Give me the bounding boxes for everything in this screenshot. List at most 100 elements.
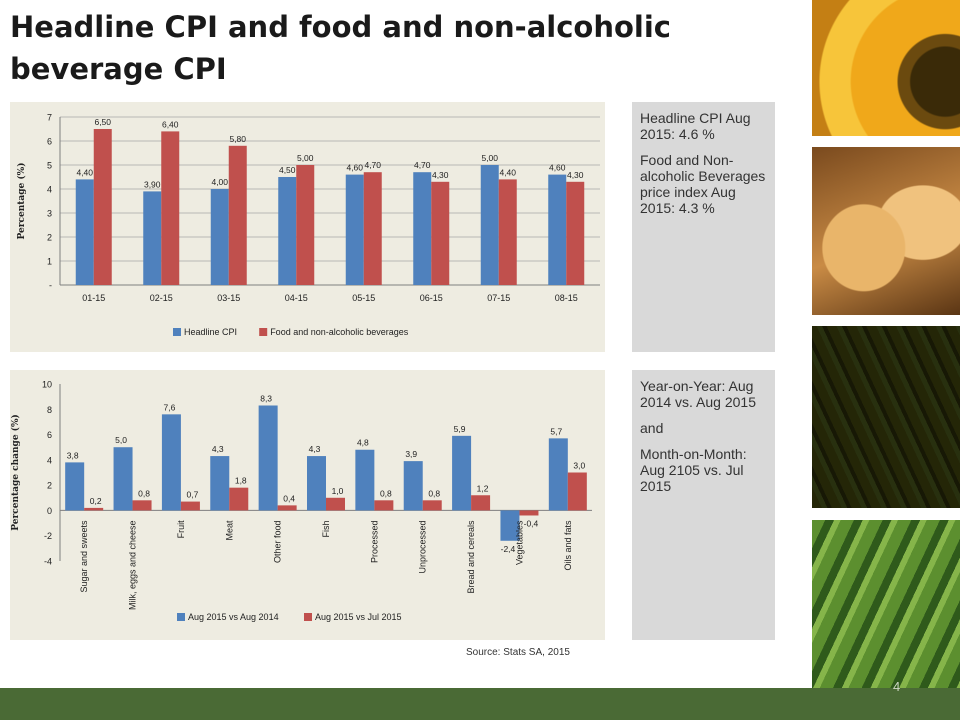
wheat-photo xyxy=(812,326,960,508)
bar xyxy=(355,449,375,511)
data-label: 0,8 xyxy=(380,488,392,498)
legend-label: Headline CPI xyxy=(184,327,237,337)
bar xyxy=(210,189,229,285)
bar xyxy=(422,500,442,511)
x-tick-label: 04-15 xyxy=(285,293,308,303)
data-label: 5,00 xyxy=(297,153,314,163)
bar xyxy=(143,191,162,285)
data-label: 4,3 xyxy=(212,444,224,454)
data-label: 3,8 xyxy=(67,450,79,460)
food-categories-chart: -4 -2 0 2 4 6 8 10 Percentage change (%) 3,8 0,2 Su… xyxy=(10,370,605,640)
bar xyxy=(548,438,568,511)
sunflower-photo xyxy=(812,0,960,136)
y-axis-label: Percentage change (%) xyxy=(10,414,21,531)
data-label: 0,2 xyxy=(90,496,102,506)
data-label: 4,3 xyxy=(309,444,321,454)
x-tick-label: Bread and cereals xyxy=(466,520,476,594)
bar xyxy=(567,472,587,511)
bar xyxy=(326,497,345,511)
data-label: 5,00 xyxy=(481,153,498,163)
bar xyxy=(452,435,472,511)
x-tick-label: Milk, eggs and cheese xyxy=(128,520,138,610)
data-label: 4,60 xyxy=(549,163,566,173)
note-headline-cpi: Headline CPI Aug 2015: 4.6 % xyxy=(640,110,751,142)
data-label: 1,8 xyxy=(235,476,247,486)
bar xyxy=(278,177,297,285)
legend-swatch xyxy=(259,328,268,336)
y-tick-label: 8 xyxy=(47,405,52,415)
y-tick-label: 1 xyxy=(47,257,52,267)
x-tick-label: 05-15 xyxy=(352,293,375,303)
x-tick-label: Other food xyxy=(273,520,283,563)
bar xyxy=(498,179,517,285)
bar xyxy=(548,174,567,285)
bar xyxy=(210,456,230,511)
y-tick-label: 6 xyxy=(47,137,52,147)
x-tick-label: 01-15 xyxy=(82,293,105,303)
bar xyxy=(65,462,85,511)
bar xyxy=(307,456,326,511)
data-label: 8,3 xyxy=(260,393,272,403)
data-label: 5,7 xyxy=(550,426,562,436)
bar xyxy=(258,405,278,511)
x-tick-label: Vegetables xyxy=(514,520,524,565)
x-tick-label: 08-15 xyxy=(555,293,578,303)
bar xyxy=(519,510,539,516)
bar xyxy=(180,501,200,511)
bar xyxy=(345,174,364,285)
data-label: 4,30 xyxy=(432,170,449,180)
y-tick-label: 0 xyxy=(47,506,52,516)
x-tick-label: Processed xyxy=(369,520,379,563)
y-tick-label: 2 xyxy=(47,233,52,243)
bar xyxy=(374,500,394,511)
bar xyxy=(413,172,432,285)
bar xyxy=(277,505,297,511)
maize-photo xyxy=(812,520,960,720)
bar xyxy=(229,487,249,511)
data-label: 4,30 xyxy=(567,170,584,180)
data-label: 0,4 xyxy=(283,493,295,503)
y-tick-label: -4 xyxy=(44,557,52,567)
data-label: 4,60 xyxy=(346,163,363,173)
data-label: -0,4 xyxy=(524,518,539,528)
bar xyxy=(113,447,133,511)
data-label: 4,70 xyxy=(364,160,381,170)
bar xyxy=(403,461,423,511)
legend-label: Food and non-alcoholic beverages xyxy=(270,327,409,337)
data-label: 4,70 xyxy=(414,160,431,170)
note-month-on-month: Month-on-Month: Aug 2105 vs. Jul 2015 xyxy=(640,446,747,494)
data-label: 6,40 xyxy=(162,119,179,129)
food-categories-chart-svg: -4 -2 0 2 4 6 8 10 Percentage change (%) 3,8 0,2 Su… xyxy=(10,380,592,622)
x-tick-label: Oils and fats xyxy=(563,520,573,571)
data-label: 0,7 xyxy=(186,490,198,500)
bar xyxy=(480,165,499,285)
headline-cpi-chart: - 1 2 3 4 5 6 7 Percentage (%) 4,40 6,50 01-15 3,90 6… xyxy=(10,102,605,352)
bar xyxy=(471,495,491,511)
note-food-index: Food and Non-alcoholic Beverages price i… xyxy=(640,152,766,216)
y-tick-label: 4 xyxy=(47,185,52,195)
y-tick-label: 10 xyxy=(42,380,52,390)
data-label: 1,0 xyxy=(332,486,344,496)
bar xyxy=(132,500,152,511)
bar xyxy=(161,131,180,285)
data-label: 3,9 xyxy=(405,449,417,459)
page-number: 4 xyxy=(893,679,901,694)
y-tick-label: 2 xyxy=(47,481,52,491)
x-tick-label: Meat xyxy=(224,520,234,541)
legend-swatch xyxy=(304,613,312,621)
data-label: 1,2 xyxy=(477,483,489,493)
note-year-on-year: Year-on-Year: Aug 2014 vs. Aug 2015 xyxy=(640,378,756,410)
data-label: 6,50 xyxy=(94,117,111,127)
y-tick-label: 6 xyxy=(47,430,52,440)
source-note: Source: Stats SA, 2015 xyxy=(466,647,570,658)
x-tick-label: Unprocessed xyxy=(418,520,428,573)
headline-cpi-chart-svg: - 1 2 3 4 5 6 7 Percentage (%) 4,40 6,50 01-15 3,90 6… xyxy=(16,113,600,337)
y-tick-label: -2 xyxy=(44,531,52,541)
y-tick-label: 5 xyxy=(47,161,52,171)
data-label: 3,90 xyxy=(144,179,161,189)
data-label: 0,8 xyxy=(138,488,150,498)
data-label: -2,4 xyxy=(501,544,516,554)
y-axis-label: Percentage (%) xyxy=(16,163,27,240)
data-label: 0,8 xyxy=(428,488,440,498)
bar xyxy=(431,181,450,285)
